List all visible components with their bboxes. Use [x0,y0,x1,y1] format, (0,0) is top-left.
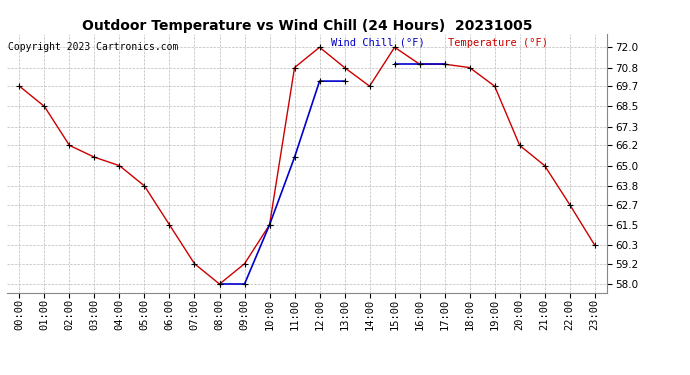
Text: Copyright 2023 Cartronics.com: Copyright 2023 Cartronics.com [8,42,179,51]
Text: Temperature (°F): Temperature (°F) [448,38,548,48]
Text: Wind Chill (°F): Wind Chill (°F) [331,38,425,48]
Title: Outdoor Temperature vs Wind Chill (24 Hours)  20231005: Outdoor Temperature vs Wind Chill (24 Ho… [82,19,532,33]
